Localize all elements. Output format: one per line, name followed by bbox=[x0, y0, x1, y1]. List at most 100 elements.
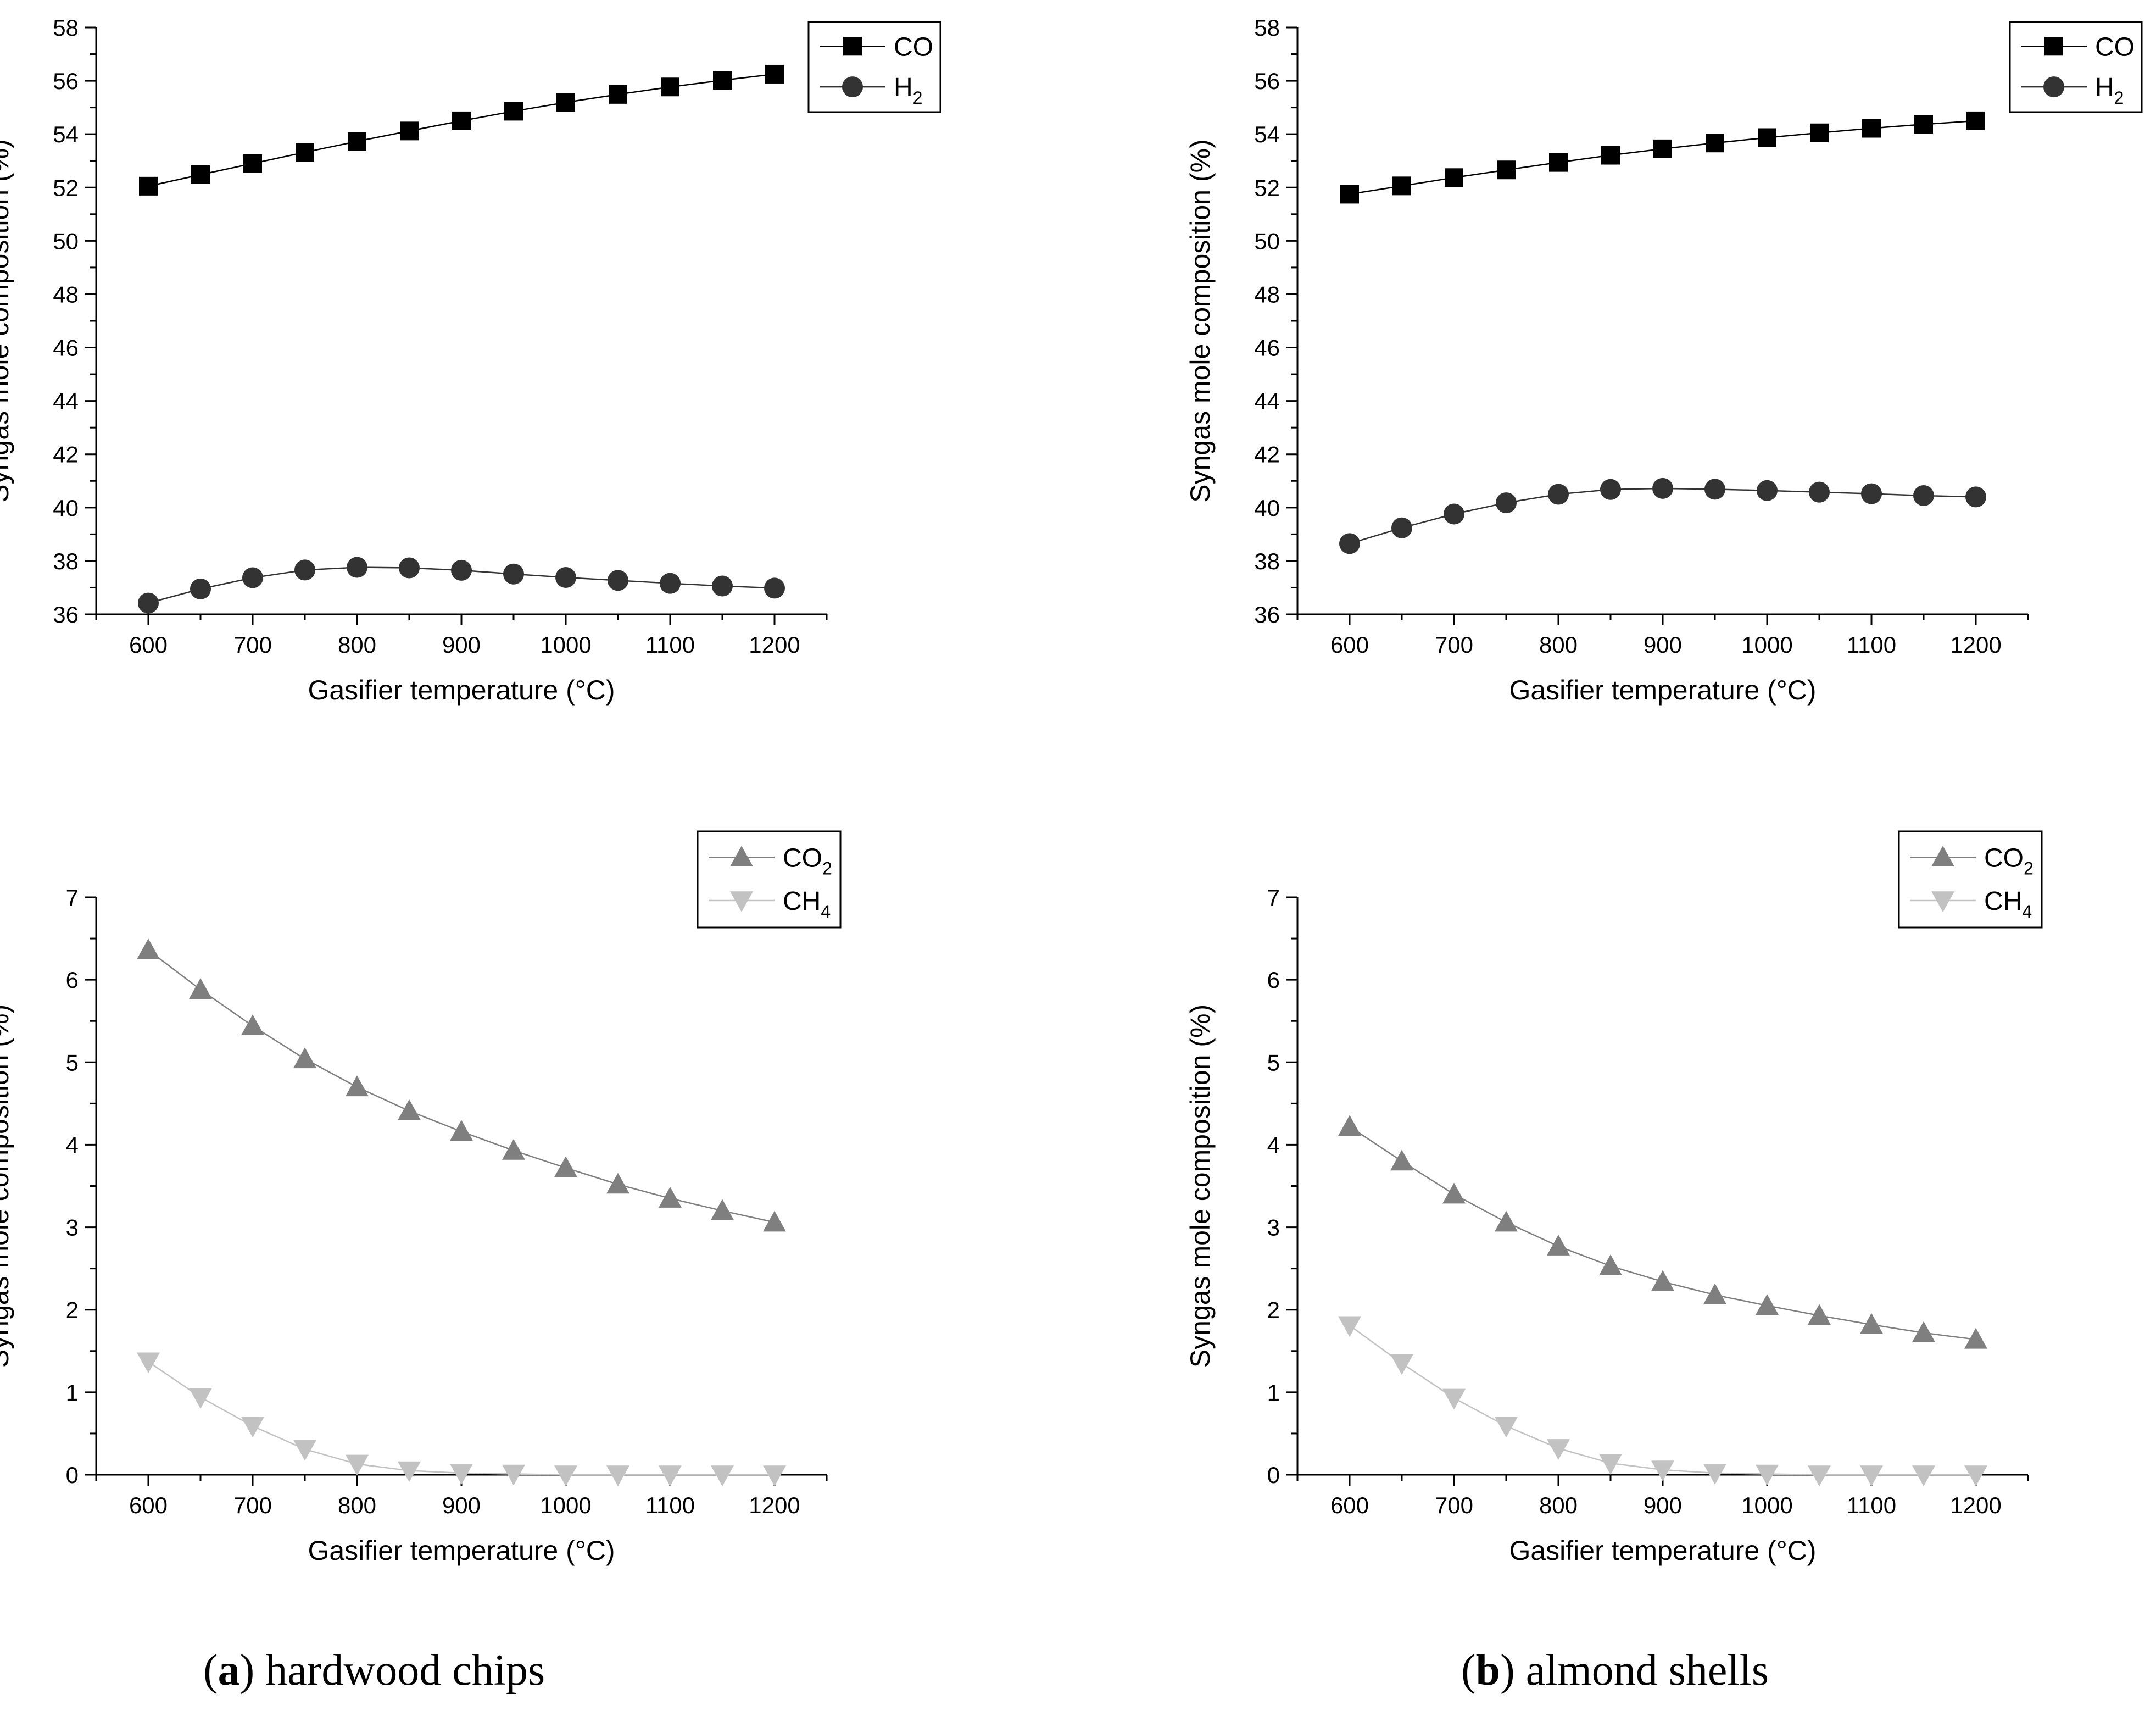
data-point-co2 bbox=[398, 1099, 421, 1120]
x-tick-label: 1000 bbox=[1741, 1492, 1792, 1518]
x-tick-label: 800 bbox=[338, 1492, 376, 1518]
data-point-h2 bbox=[1496, 492, 1517, 514]
data-point-co bbox=[1862, 119, 1881, 138]
data-point-ch4 bbox=[1599, 1454, 1622, 1475]
data-point-co bbox=[296, 143, 314, 162]
y-tick-label: 5 bbox=[66, 1049, 79, 1075]
y-tick-label: 38 bbox=[53, 548, 79, 574]
y-tick-label: 2 bbox=[1267, 1297, 1280, 1323]
x-tick-label: 1100 bbox=[1847, 632, 1896, 658]
data-point-h2 bbox=[347, 557, 367, 578]
legend-label-subscript: 2 bbox=[2024, 858, 2034, 878]
y-tick-label: 54 bbox=[53, 121, 79, 147]
x-tick-label: 800 bbox=[338, 632, 376, 658]
data-point-h2 bbox=[190, 578, 211, 599]
data-point-co bbox=[243, 154, 262, 173]
data-point-h2 bbox=[1339, 533, 1360, 554]
y-tick-label: 48 bbox=[1254, 281, 1280, 307]
data-point-ch4 bbox=[1338, 1316, 1361, 1337]
data-point-co2 bbox=[1547, 1235, 1570, 1256]
y-tick-label: 3 bbox=[1267, 1215, 1280, 1241]
data-point-h2 bbox=[712, 575, 733, 597]
y-tick-label: 3 bbox=[66, 1215, 79, 1241]
legend-label-main: H bbox=[894, 73, 913, 102]
legend-marker-ch4 bbox=[730, 891, 753, 912]
legend-label-co2: CO2 bbox=[783, 843, 832, 878]
legend-label-co: CO bbox=[2095, 32, 2135, 62]
legend-label-subscript: 4 bbox=[821, 902, 831, 921]
legend-label-ch4: CH4 bbox=[1984, 887, 2032, 921]
data-point-h2 bbox=[399, 557, 420, 579]
y-tick-label: 36 bbox=[53, 602, 79, 627]
legend-label-subscript: 4 bbox=[2022, 902, 2032, 921]
x-tick-label: 900 bbox=[442, 1492, 481, 1518]
data-point-h2 bbox=[764, 577, 785, 599]
data-point-co bbox=[348, 132, 366, 151]
legend-label-subscript: 2 bbox=[913, 88, 923, 108]
data-point-ch4 bbox=[1703, 1464, 1726, 1485]
legend: CO2 CH4 bbox=[697, 830, 842, 929]
y-tick-label: 1 bbox=[66, 1380, 79, 1406]
y-tick-label: 54 bbox=[1254, 121, 1280, 147]
data-point-co bbox=[400, 121, 419, 141]
x-tick-label: 1200 bbox=[1950, 1492, 2001, 1518]
data-point-h2 bbox=[1600, 479, 1621, 500]
y-tick-label: 58 bbox=[53, 15, 79, 41]
y-tick-label: 7 bbox=[1267, 885, 1280, 910]
x-tick-label: 700 bbox=[1435, 632, 1473, 658]
y-tick-label: 56 bbox=[1254, 68, 1280, 94]
legend-label-main: H bbox=[2095, 73, 2114, 102]
data-point-ch4 bbox=[1442, 1388, 1466, 1410]
data-point-co2 bbox=[1390, 1149, 1413, 1171]
data-point-co2 bbox=[1495, 1210, 1518, 1232]
y-tick-label: 0 bbox=[66, 1462, 79, 1488]
data-point-co2 bbox=[606, 1173, 629, 1194]
y-tick-label: 46 bbox=[1254, 335, 1280, 361]
data-point-co2 bbox=[711, 1199, 734, 1220]
legend: CO H2 bbox=[807, 21, 941, 113]
caption-a-letter: a bbox=[218, 1646, 240, 1695]
data-point-co2 bbox=[1338, 1115, 1361, 1136]
data-point-ch4 bbox=[502, 1464, 525, 1486]
x-tick-label: 1200 bbox=[749, 632, 800, 658]
x-axis-title: Gasifier temperature (°C) bbox=[308, 1535, 615, 1566]
data-point-h2 bbox=[1391, 517, 1412, 538]
data-point-co2 bbox=[659, 1187, 682, 1208]
legend-box bbox=[807, 21, 941, 113]
x-axis-title: Gasifier temperature (°C) bbox=[308, 675, 615, 706]
data-point-co bbox=[1392, 176, 1411, 196]
series-h2 bbox=[138, 557, 785, 614]
data-point-co bbox=[452, 111, 471, 130]
y-tick-label: 42 bbox=[53, 442, 79, 468]
legend-label-main: CH bbox=[783, 887, 821, 916]
x-tick-label: 1000 bbox=[540, 632, 591, 658]
data-point-co2 bbox=[1912, 1321, 1935, 1342]
series-ch4 bbox=[137, 1352, 786, 1486]
x-tick-label: 1000 bbox=[1741, 632, 1792, 658]
legend-label-h2: H2 bbox=[894, 73, 922, 108]
y-tick-label: 1 bbox=[1267, 1380, 1280, 1406]
data-point-ch4 bbox=[137, 1352, 160, 1374]
legend-marker-ch4 bbox=[1931, 891, 1954, 912]
legend-box bbox=[697, 830, 842, 929]
data-point-h2 bbox=[1548, 484, 1569, 505]
series-line-ch4 bbox=[1349, 1325, 1976, 1476]
chart-panel-a-bottom: 600 700 800 900 1000 1100 1200 0 1 2 3 4 5 6 7 Gasifier… bbox=[0, 830, 842, 1566]
legend-label-main: CH bbox=[1984, 887, 2022, 916]
legend-label-main: CO bbox=[2095, 32, 2135, 62]
x-tick-label: 600 bbox=[129, 632, 168, 658]
data-point-co bbox=[1340, 185, 1359, 204]
data-point-ch4 bbox=[1495, 1417, 1518, 1438]
data-point-h2 bbox=[608, 570, 628, 591]
caption-b-text: almond shells bbox=[1514, 1646, 1769, 1695]
caption-b-letter: b bbox=[1475, 1646, 1501, 1695]
data-point-co2 bbox=[1964, 1327, 1987, 1349]
y-tick-label: 44 bbox=[1254, 388, 1280, 414]
data-point-ch4 bbox=[1912, 1465, 1935, 1486]
data-point-ch4 bbox=[606, 1465, 629, 1486]
data-point-ch4 bbox=[1860, 1465, 1883, 1486]
y-tick-label: 38 bbox=[1254, 548, 1280, 574]
data-point-h2 bbox=[660, 573, 681, 594]
chart-panel-a-top: 600 700 800 900 1000 1100 1200 36 38 40 42 44 46 48 50… bbox=[0, 15, 941, 706]
legend-marker-co bbox=[2044, 37, 2063, 56]
